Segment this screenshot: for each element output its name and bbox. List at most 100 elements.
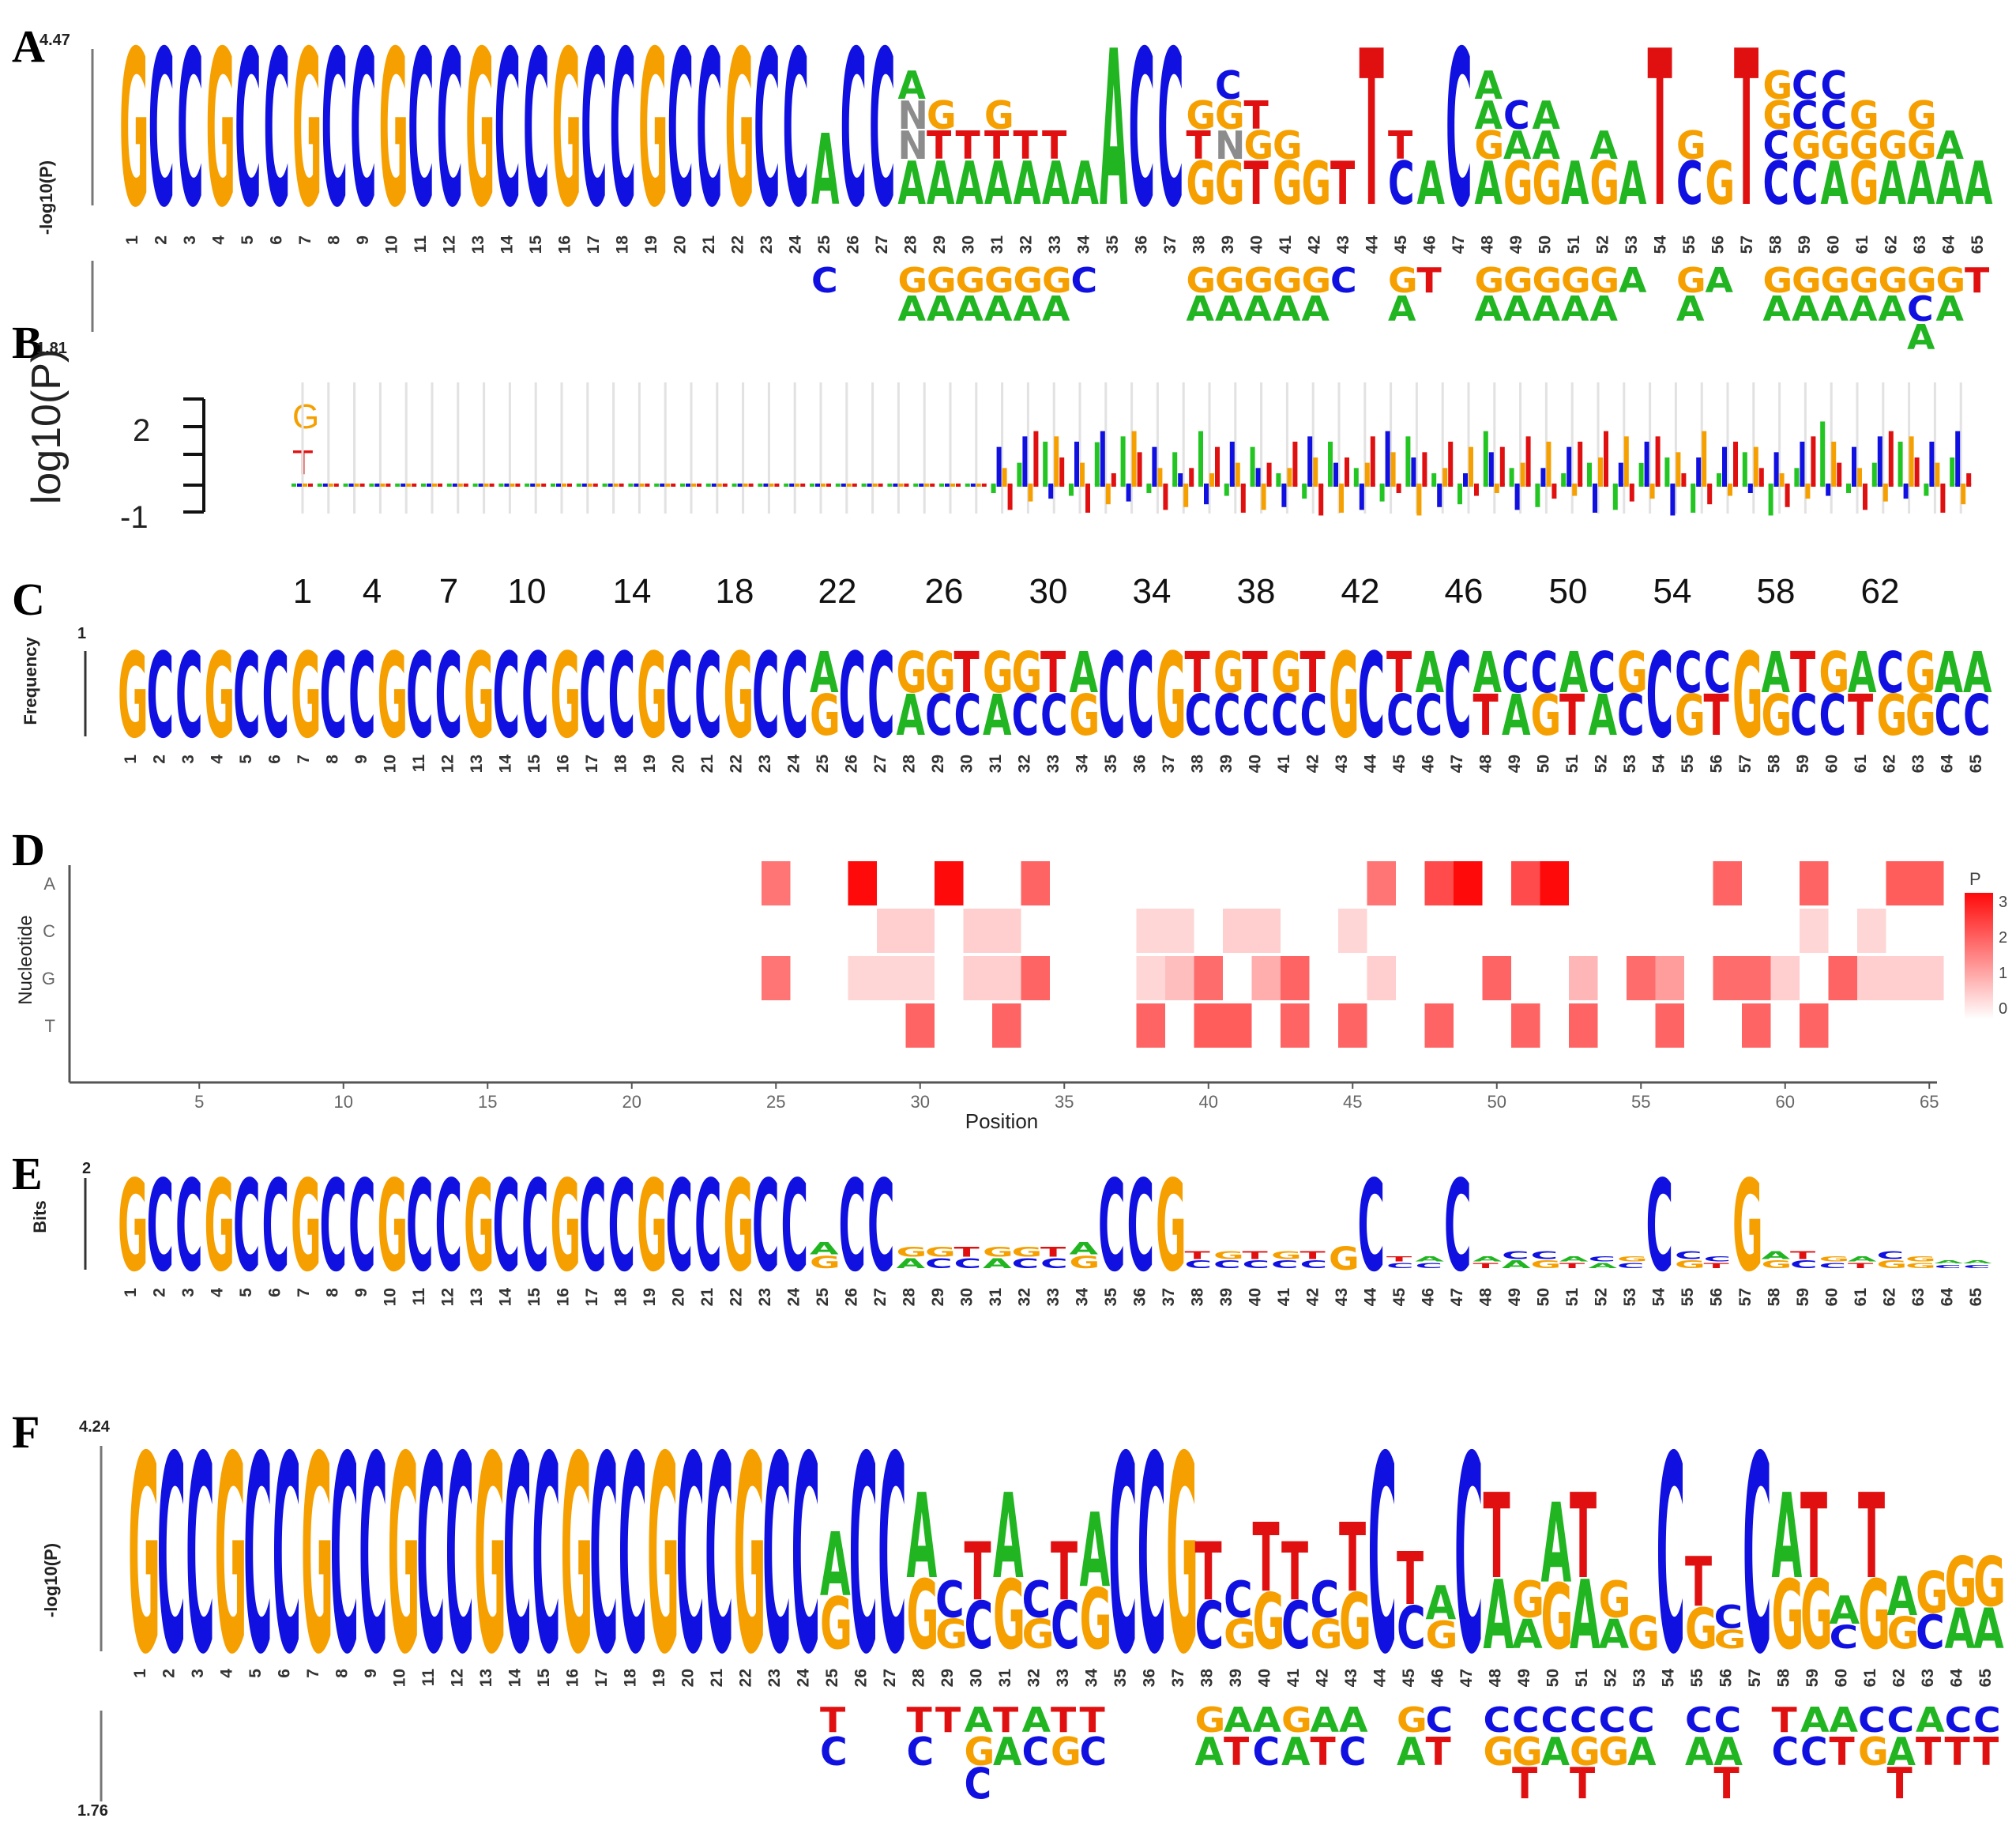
panel-b-ytick-2: 2 [133,413,150,448]
logo-letter-under: T [1965,260,1990,301]
logo-letter: C [320,1153,348,1300]
panel-b-baseline-dot [913,484,919,487]
logo-letter-under: G [1936,260,1966,301]
panel-b-bar [1287,468,1292,485]
logo-letter-under: A [1830,1700,1859,1741]
logo-letter-under: A [1561,288,1589,329]
logo-letter-under: T [1714,1760,1740,1809]
position-tick: 60 [1823,1288,1841,1306]
panel-b-baseline-dot [457,484,463,487]
panel-b-bar [1800,442,1805,485]
panel-b-bar [1950,457,1955,485]
position-tick: 39 [1219,235,1237,254]
logo-letter: C [1502,1250,1529,1262]
position-tick: 23 [765,1669,784,1687]
logo-letter: T [1386,641,1412,706]
position-tick: 11 [419,1669,438,1687]
panel-b-baseline-dot [619,484,624,487]
logo-letter: G [206,5,236,255]
position-tick: 17 [585,235,603,254]
logo-letter-under: G [1475,260,1505,301]
logo-letter: C [783,5,810,255]
position-tick: 12 [439,755,457,773]
position-tick: 46 [1420,755,1438,773]
panel-d-cell [1454,861,1483,905]
panel-d-cell [1136,909,1165,953]
panel-b-bar [1126,485,1131,502]
panel-b-baseline-dot [510,484,515,487]
logo-letter-under: G [1533,260,1563,301]
panel-d-cell [992,1003,1021,1048]
logo-letter: C [437,5,464,255]
logo-letter: A [1559,1255,1589,1263]
logo-letter: C [243,1398,273,1714]
position-tick: 32 [1016,1288,1034,1306]
position-tick: 59 [1794,1288,1812,1306]
panel-b-ylabel: log10(P) [24,349,70,505]
logo-letter-under: A [1311,1700,1340,1741]
panel-b-baseline-dot [795,484,800,487]
logo-letter: C [666,1153,694,1300]
panel-b-bar [1753,446,1758,485]
logo-letter: G [1732,1153,1763,1300]
logo-letter: T [1360,5,1384,255]
position-tick: 51 [1565,235,1583,254]
position-tick: 22 [728,1288,746,1306]
logo-letter: C [330,1398,359,1714]
logo-letter-upper: G [1849,93,1879,138]
position-tick: 49 [1506,1288,1524,1306]
position-tick: 53 [1623,235,1641,254]
panel-b-baseline-dot [660,484,665,487]
logo-letter: A [1965,149,1992,218]
panel-b-baseline-dot [924,484,930,487]
position-tick: 56 [1709,235,1728,254]
logo-letter: G [379,5,409,255]
logo-letter-under: T [993,1700,1018,1741]
logo-letter: A [1100,5,1127,255]
logo-letter: T [1685,1542,1712,1623]
logo-letter: T [1185,641,1210,706]
panel-b-bar [1742,452,1747,485]
logo-letter-under: A [1541,1730,1570,1775]
logo-letter: G [1166,1398,1198,1714]
position-tick: 65 [1967,755,1985,774]
logo-letter: C [1108,1398,1138,1714]
panel-b-baseline-dot [291,484,296,487]
logo-letter-upper: G [984,93,1014,138]
logo-letter: A [927,149,954,218]
logo-letter: C [1877,1250,1905,1262]
position-tick: 15 [527,235,545,254]
panel-b-baseline-dot [317,484,322,487]
logo-letter: C [493,628,521,764]
panel-d-xtick: 60 [1776,1092,1795,1112]
logo-letter: C [619,1398,648,1714]
logo-letter: G [1215,149,1245,218]
panel-b-baseline-dot [308,484,313,487]
position-tick: 40 [1248,235,1266,254]
logo-letter-under: A [1714,1730,1743,1775]
logo-letter: C [1040,1256,1068,1272]
logo-letter-under: G [965,1730,995,1775]
panel-b-bar [1339,485,1344,513]
panel-b-baseline-dot [846,484,852,487]
panel-b-bar [1758,468,1764,485]
logo-letter: G [552,5,582,255]
panel-b-baseline-dot [763,484,769,487]
logo-letter: G [551,1153,581,1300]
logo-letter: T [1800,1470,1827,1605]
logo-letter: T [1051,1525,1078,1618]
logo-letter: C [1790,1259,1818,1270]
panel-b-baseline-dot [427,484,431,487]
panel-b-baseline-dot [950,484,955,487]
logo-letter-under: A [1187,288,1215,329]
logo-letter: T [1648,5,1672,255]
logo-letter: G [1877,683,1908,749]
position-tick: 4 [209,755,227,764]
panel-b-baseline-dot [965,484,970,487]
panel-d-xtick: 20 [622,1092,641,1112]
logo-letter: C [320,628,348,764]
logo-letter: G [734,1398,766,1714]
position-tick: 21 [708,1669,726,1688]
panel-d-cell [1915,956,1944,1000]
logo-letter-under: C [1426,1700,1454,1741]
